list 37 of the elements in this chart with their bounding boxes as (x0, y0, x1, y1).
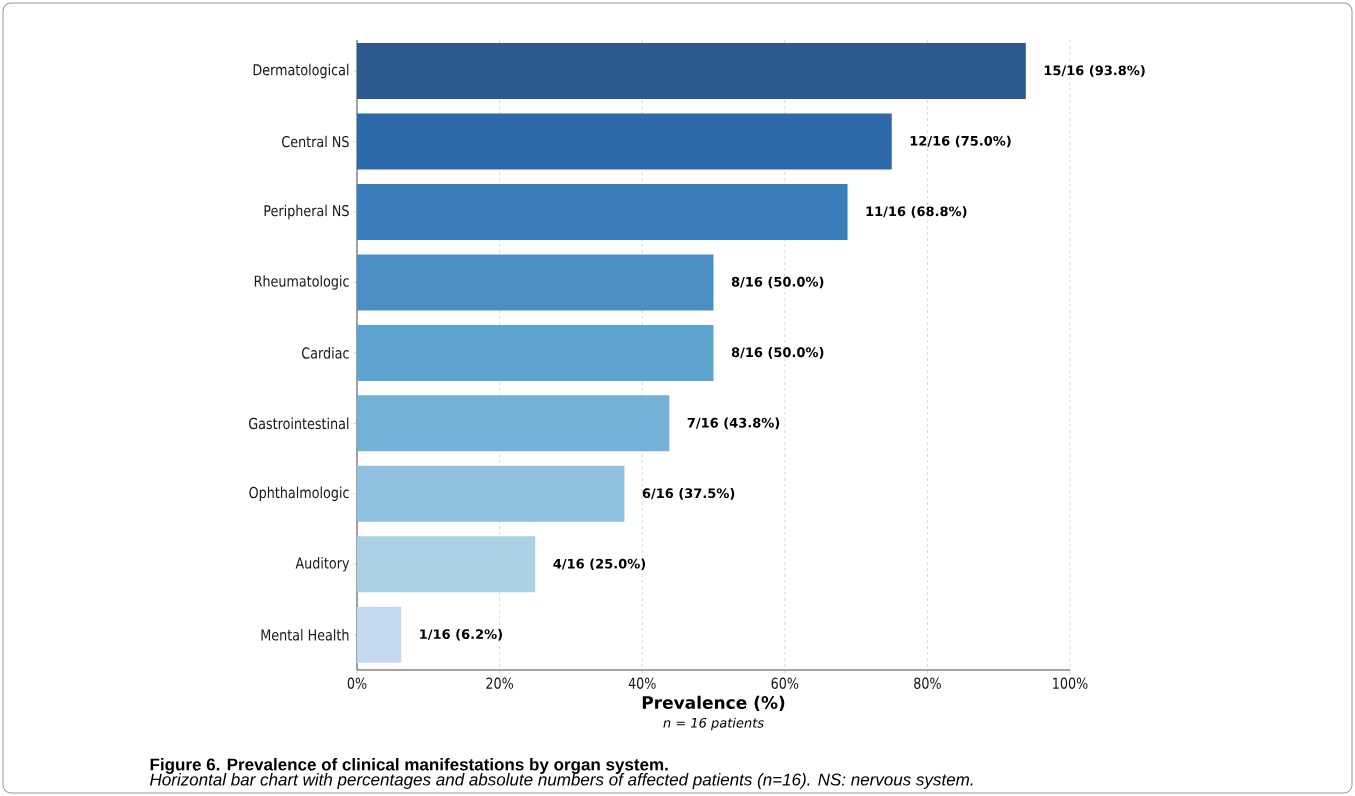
y-tick-label: Gastrointestinal (249, 417, 349, 430)
text: n = 16 patients (663, 717, 764, 731)
x-tick-label: 100% (1053, 677, 1088, 689)
data-label: 4/16 (25.0%) (553, 558, 646, 571)
bar (357, 465, 625, 522)
data-label: 8/16 (50.0%) (731, 347, 824, 359)
bar (357, 395, 670, 452)
data-label: 6/16 (37.5%) (642, 488, 735, 500)
bar (357, 536, 536, 593)
text: Horizontal bar chart with percentages and absolute numbers of affected patients (n=16). NS: nervous system. (150, 773, 973, 789)
y-tick-label: Peripheral NS (264, 204, 349, 220)
x-tick-label: 40% (628, 677, 656, 689)
data-label: 1/16 (6.2%) (420, 628, 502, 641)
y-tick-label: Central NS (282, 135, 349, 148)
y-tick-label: Ophthalmologic (249, 486, 349, 502)
bar (357, 606, 402, 663)
x-axis-title: Prevalence (%) (642, 695, 785, 711)
data-label: 15/16 (93.8%) (1044, 65, 1145, 77)
text: Figure 6. Prevalence of clinical manifestations by organ system. (150, 758, 668, 774)
y-tick-label: Rheumatologic (254, 275, 349, 290)
x-tick-label: 60% (771, 677, 799, 689)
bar (357, 254, 714, 311)
y-tick-label: Auditory (295, 557, 350, 572)
x-tick-label: 80% (914, 677, 941, 689)
data-label: 12/16 (75.0%) (910, 135, 1011, 148)
bar (357, 43, 1026, 100)
data-label: 11/16 (68.8%) (866, 206, 967, 218)
data-label: 8/16 (50.0%) (731, 276, 824, 289)
y-tick-label: Dermatological (253, 63, 349, 79)
bar (357, 113, 892, 170)
y-tick-label: Cardiac (302, 347, 349, 359)
data-label: 7/16 (43.8%) (687, 417, 780, 430)
x-tick-label: 0% (347, 677, 367, 689)
bar (357, 183, 848, 240)
x-tick-label: 20% (486, 677, 514, 689)
y-tick-label: Mental Health (261, 628, 349, 641)
bar (357, 324, 714, 381)
